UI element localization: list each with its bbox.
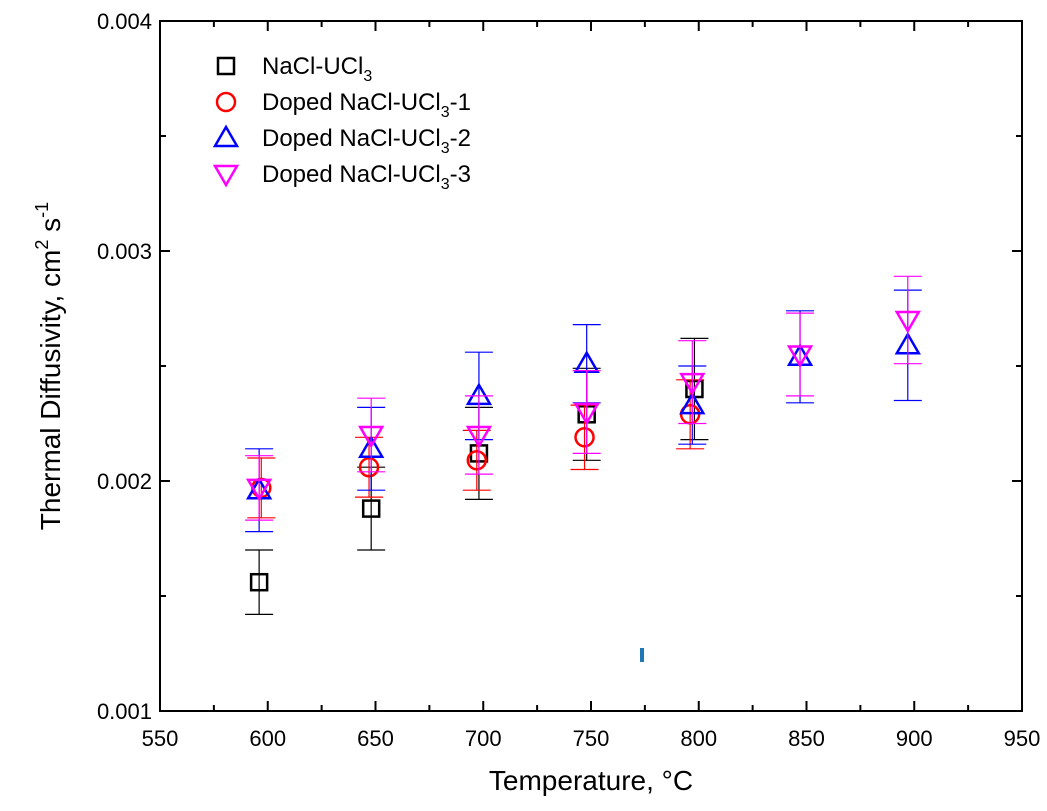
legend-label-suffix: -1	[450, 89, 471, 116]
legend-marker	[216, 56, 236, 76]
data-point	[465, 425, 493, 449]
edge-artifact	[640, 648, 644, 662]
legend-label: Doped NaCl-UCl3-1	[262, 89, 471, 121]
legend-label-base: Doped NaCl-UCl	[262, 161, 441, 188]
legend-label: NaCl-UCl3	[262, 53, 372, 85]
legend-label-base: NaCl-UCl	[262, 53, 363, 80]
data-point	[574, 427, 595, 448]
data-point	[573, 402, 600, 426]
data-point	[249, 572, 269, 592]
data-point	[358, 425, 385, 449]
x-tick-label: 600	[249, 726, 286, 751]
y-tick-label: 0.003	[97, 239, 152, 264]
legend-marker	[215, 91, 237, 113]
y-axis-title-exp2: -1	[32, 202, 52, 218]
data-point	[679, 372, 706, 396]
legend-marker	[212, 164, 240, 188]
data-point	[786, 345, 814, 368]
y-axis-title-exp1: 2	[32, 240, 52, 250]
data-marks	[245, 275, 922, 616]
axis-ticks	[159, 20, 1023, 712]
legend-label-subscript: 3	[441, 176, 450, 193]
legend-marker	[212, 124, 240, 148]
legend-label-suffix: -3	[450, 161, 471, 188]
legend-label: Doped NaCl-UCl3-3	[262, 161, 471, 193]
legend-label-suffix: -2	[450, 125, 471, 152]
y-tick-label: 0.004	[97, 9, 152, 34]
y-axis-title-mid: s	[35, 218, 66, 240]
x-tick-label: 900	[896, 726, 933, 751]
data-point	[466, 450, 488, 471]
legend-label: Doped NaCl-UCl3-2	[262, 125, 471, 157]
data-point	[361, 499, 381, 518]
x-axis-title: Temperature, °C	[489, 765, 693, 796]
x-tick-label: 800	[680, 726, 717, 751]
legend-label-base: Doped NaCl-UCl	[262, 125, 441, 152]
legend-label-subscript: 3	[441, 104, 450, 121]
x-tick-label: 750	[573, 726, 610, 751]
x-tick-label: 650	[357, 726, 394, 751]
x-tick-label: 950	[1004, 726, 1041, 751]
legend-label-subscript: 3	[363, 68, 372, 85]
y-axis-title-main: Thermal Diffusivity, cm	[35, 250, 66, 531]
y-tick-label: 0.002	[97, 469, 152, 494]
data-point	[358, 456, 380, 478]
data-point	[894, 310, 921, 334]
legend-label-base: Doped NaCl-UCl	[262, 89, 441, 116]
x-tick-label: 850	[788, 726, 825, 751]
series-4	[245, 275, 922, 521]
tick-labels: 550 600 650 700 750 800 850 900 950 0.001 0.002 0.0…	[97, 9, 1040, 751]
x-tick-label: 700	[465, 726, 502, 751]
legend-label-subscript: 3	[441, 140, 450, 157]
y-tick-label: 0.001	[97, 699, 152, 724]
data-point	[245, 478, 273, 502]
y-axis-title: Thermal Diffusivity, cm2 s-1	[32, 202, 66, 530]
x-tick-label: 550	[142, 726, 179, 751]
